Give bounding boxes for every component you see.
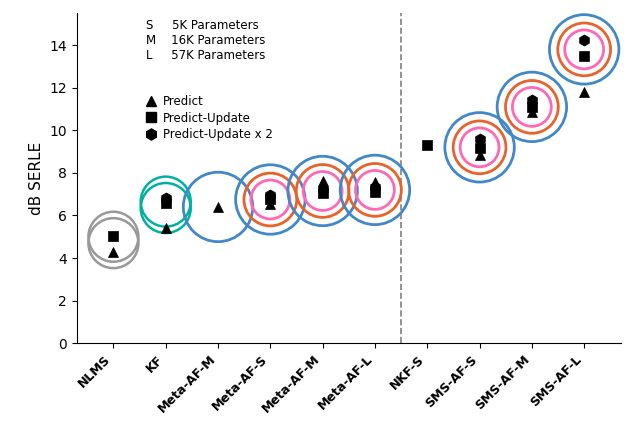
Y-axis label: dB SERLE: dB SERLE: [29, 142, 44, 215]
Legend: Predict, Predict-Update, Predict-Update x 2: Predict, Predict-Update, Predict-Update …: [145, 95, 273, 141]
